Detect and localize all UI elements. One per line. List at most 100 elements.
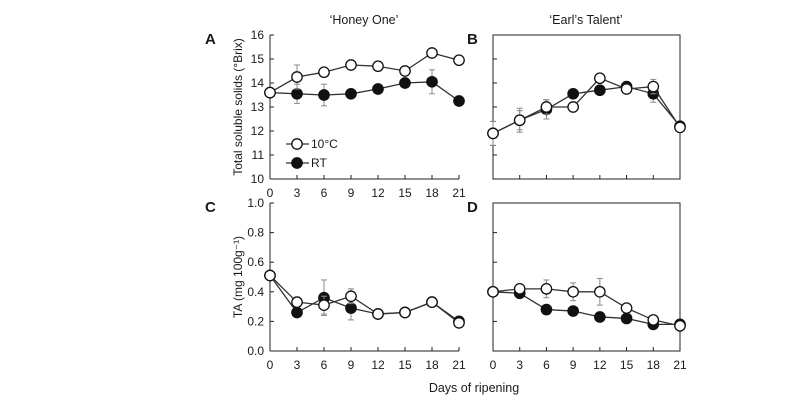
y-tick-label: 0.4	[247, 285, 264, 299]
legend-item: 10°C	[286, 137, 338, 151]
chart-panels: 10 11 12 13 14 15 16 0 3 6 9 12 15 18 21 10°C RT 0.0 0.2 0.…	[247, 28, 687, 372]
data-point	[594, 72, 606, 85]
y-tick-label: 0.8	[247, 226, 264, 240]
x-tick-label: 6	[543, 358, 550, 372]
x-tick-label: 3	[294, 358, 301, 372]
data-point	[513, 114, 526, 127]
data-point	[647, 80, 660, 93]
y-tick-label: 11	[252, 148, 265, 162]
x-tick-label: 18	[425, 358, 439, 372]
data-point	[453, 54, 465, 67]
x-tick-label: 6	[321, 186, 328, 200]
y-axis-label-tss: Total soluble solids (°Brix)	[231, 38, 245, 176]
y-tick-label: 0.0	[247, 344, 264, 358]
data-point	[567, 87, 579, 100]
x-tick-label: 3	[516, 358, 523, 372]
data-point	[372, 83, 384, 95]
data-point	[540, 282, 553, 295]
y-tick-label: 12	[251, 124, 265, 138]
data-point	[594, 84, 606, 97]
x-tick-label: 12	[371, 358, 385, 372]
series-10c	[487, 72, 686, 146]
data-point	[620, 83, 633, 95]
y-tick-label: 13	[251, 100, 265, 114]
panel-letter-d: D	[467, 199, 478, 216]
data-point	[647, 314, 660, 326]
x-tick-label: 0	[267, 358, 274, 372]
y-tick-label: 10	[251, 172, 265, 186]
data-point	[426, 47, 438, 59]
x-tick-label: 0	[490, 358, 497, 372]
legend-label: 10°C	[311, 137, 338, 151]
data-point	[674, 121, 686, 134]
legend: 10°C RT	[286, 137, 338, 170]
data-point	[620, 312, 633, 325]
data-point	[372, 308, 384, 320]
panel-b	[487, 34, 686, 180]
x-tick-label: 9	[348, 186, 355, 200]
col-title-earls-talent: ‘Earl’s Talent’	[549, 13, 622, 27]
x-tick-label: 3	[294, 186, 301, 200]
x-tick-label: 9	[348, 358, 355, 372]
data-point	[291, 87, 303, 100]
x-tick-label: 21	[452, 186, 466, 200]
data-point	[399, 77, 411, 89]
data-point	[426, 296, 438, 309]
data-point	[453, 317, 465, 329]
y-tick-label: 15	[251, 52, 265, 66]
series-10c	[264, 269, 465, 329]
data-point	[318, 89, 330, 101]
data-point	[540, 101, 553, 113]
y-tick-label: 1.0	[247, 196, 264, 210]
plot-frame	[492, 202, 681, 352]
panel-letter-a: A	[205, 31, 216, 48]
data-point	[513, 282, 526, 295]
y-tick-label: 0.2	[247, 314, 264, 328]
data-point	[264, 86, 276, 99]
panel-letter-c: C	[205, 199, 216, 216]
panel-c: 0.0 0.2 0.4 0.6 0.8 1.0 0 3 6 9 12 15 18 21	[247, 196, 466, 372]
data-point	[264, 269, 276, 282]
panel-a: 10 11 12 13 14 15 16 0 3 6 9 12 15 18 21 10°C RT	[251, 28, 466, 200]
legend-item: RT	[286, 156, 327, 170]
data-point	[620, 302, 633, 314]
data-point	[674, 319, 686, 332]
x-tick-label: 6	[321, 358, 328, 372]
data-point	[399, 306, 411, 319]
data-point	[540, 303, 553, 316]
x-tick-label: 12	[593, 358, 607, 372]
panel-letter-b: B	[467, 31, 478, 48]
legend-marker	[291, 157, 303, 169]
plot-frame	[492, 34, 681, 180]
data-point	[291, 306, 303, 319]
legend-marker	[291, 138, 303, 150]
data-point	[345, 87, 357, 100]
x-tick-label: 0	[267, 186, 274, 200]
panel-d: 0 3 6 9 12 15 18 21	[487, 202, 687, 372]
x-tick-label: 9	[570, 358, 577, 372]
x-tick-label: 18	[425, 186, 439, 200]
data-point	[567, 285, 579, 298]
data-point	[399, 65, 411, 77]
x-tick-label: 15	[398, 358, 412, 372]
x-tick-label: 12	[371, 186, 385, 200]
data-point	[291, 71, 303, 83]
data-point	[487, 127, 499, 140]
x-tick-label: 18	[647, 358, 661, 372]
series-10c	[264, 47, 465, 99]
data-point	[567, 101, 579, 113]
y-tick-label: 16	[251, 28, 265, 42]
y-tick-label: 14	[251, 76, 265, 90]
data-point	[291, 296, 303, 309]
data-point	[594, 285, 606, 298]
x-axis-label: Days of ripening	[429, 381, 519, 395]
data-point	[372, 60, 384, 73]
data-point	[453, 95, 465, 107]
y-axis-label-ta: TA (mg 100g⁻¹)	[231, 236, 245, 318]
data-point	[487, 285, 499, 298]
series-10c	[487, 277, 686, 332]
data-point	[594, 311, 606, 323]
data-point	[318, 66, 330, 79]
data-point	[345, 290, 357, 303]
